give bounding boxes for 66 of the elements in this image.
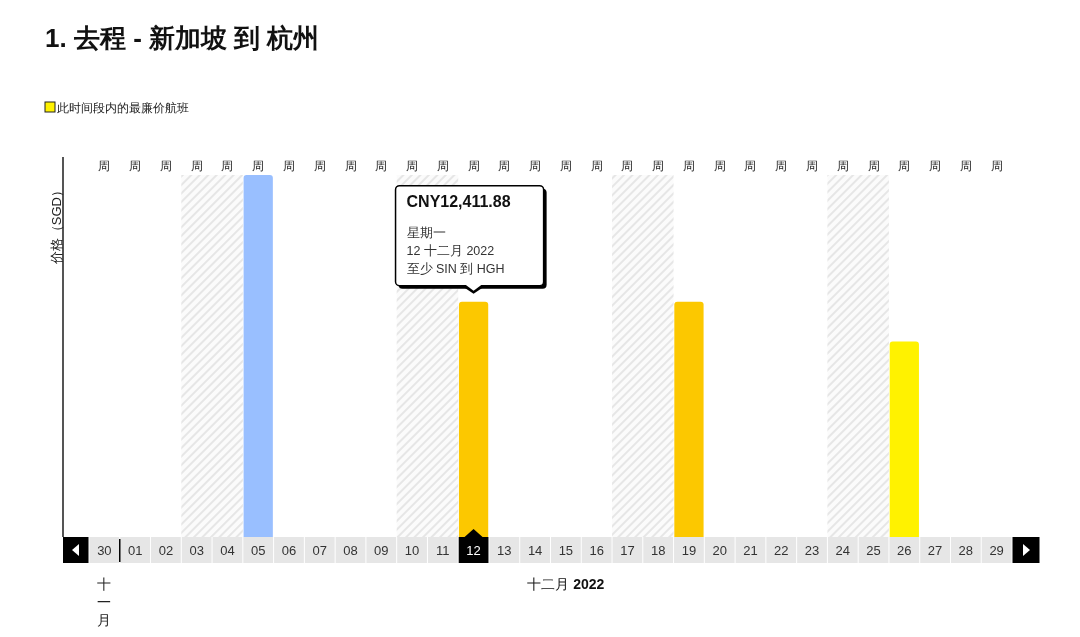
text: 周 xyxy=(898,160,911,172)
y-axis-title: 价格（SGD） xyxy=(49,184,64,266)
x-tick-label: 12 xyxy=(466,543,481,558)
text: 周 xyxy=(129,160,142,172)
x-tick-label: 07 xyxy=(312,543,327,558)
legend-label: 此时间段内的最廉价航班 xyxy=(57,101,189,115)
x-tick-label: 29 xyxy=(989,543,1004,558)
text: 周 xyxy=(590,160,603,172)
x-tick-label: 02 xyxy=(158,543,174,558)
x-tick-label: 30 xyxy=(97,543,112,558)
text: 周 xyxy=(713,160,726,172)
text: 周 xyxy=(744,160,757,172)
x-tick-label: 25 xyxy=(866,543,881,558)
text: 周 xyxy=(375,160,388,172)
text: 周 xyxy=(282,160,295,172)
x-tick-label: 24 xyxy=(835,543,851,558)
text: 周 xyxy=(344,160,357,172)
x-tick-label: 26 xyxy=(897,543,912,558)
x-tick-label: 10 xyxy=(404,543,420,558)
text: 周 xyxy=(467,160,480,172)
x-tick-label: 14 xyxy=(527,543,543,558)
annotation: CNY12,411.88 星期一 12 十二月 2022 至少 SIN 到 HGH xyxy=(406,192,511,276)
text: 十一月 xyxy=(97,576,112,628)
text: 周 xyxy=(959,160,972,172)
text: 周 xyxy=(836,160,849,172)
x-tick-label: 11 xyxy=(436,543,450,558)
x-tick-label: 20 xyxy=(712,543,727,558)
x-tick-label: 06 xyxy=(281,543,297,558)
x-tick-label: 23 xyxy=(804,543,820,558)
x-tick-label: 01 xyxy=(127,543,143,558)
text: 周 xyxy=(652,160,665,172)
text: 周 xyxy=(621,160,634,172)
x-tick-label: 09 xyxy=(374,543,389,558)
text: 周 xyxy=(806,160,819,172)
x-tick-label: 08 xyxy=(343,543,358,558)
text: 周 xyxy=(867,160,880,172)
x-tick-label: 19 xyxy=(681,543,697,558)
x-axis-title: 十二月 2022 xyxy=(527,576,605,592)
x-tick-label: 18 xyxy=(650,543,666,558)
text: 周 xyxy=(313,160,326,172)
x-tick-label: 16 xyxy=(589,543,604,558)
x-tick-label: 05 xyxy=(250,543,266,558)
text: 周 xyxy=(159,160,172,172)
text: 周 xyxy=(221,160,234,172)
text: 周 xyxy=(498,160,511,172)
text: 周 xyxy=(990,160,1003,172)
text: 周 xyxy=(929,160,942,172)
text: 周 xyxy=(529,160,542,172)
x-tick-label: 04 xyxy=(220,543,235,558)
x-tick-label: 13 xyxy=(497,543,512,558)
text: 周 xyxy=(775,160,788,172)
text: 周 xyxy=(436,160,449,172)
text: 周 xyxy=(190,160,203,172)
x-tick-label: 27 xyxy=(927,543,943,558)
text: 周 xyxy=(98,160,111,172)
x-tick-label: 22 xyxy=(774,543,789,558)
x-tick-label: 03 xyxy=(189,543,204,558)
x-tick-label: 17 xyxy=(620,543,635,558)
x-tick-label: 15 xyxy=(558,543,574,558)
chart-title: 1. 去程 - 新加坡 到 杭州 xyxy=(45,23,320,53)
text: 周 xyxy=(682,160,695,172)
text: 周 xyxy=(559,160,572,172)
x-tick-label: 28 xyxy=(958,543,974,558)
text: 周 xyxy=(252,160,265,172)
x-tick-label: 21 xyxy=(743,543,758,558)
text: 周 xyxy=(406,160,419,172)
